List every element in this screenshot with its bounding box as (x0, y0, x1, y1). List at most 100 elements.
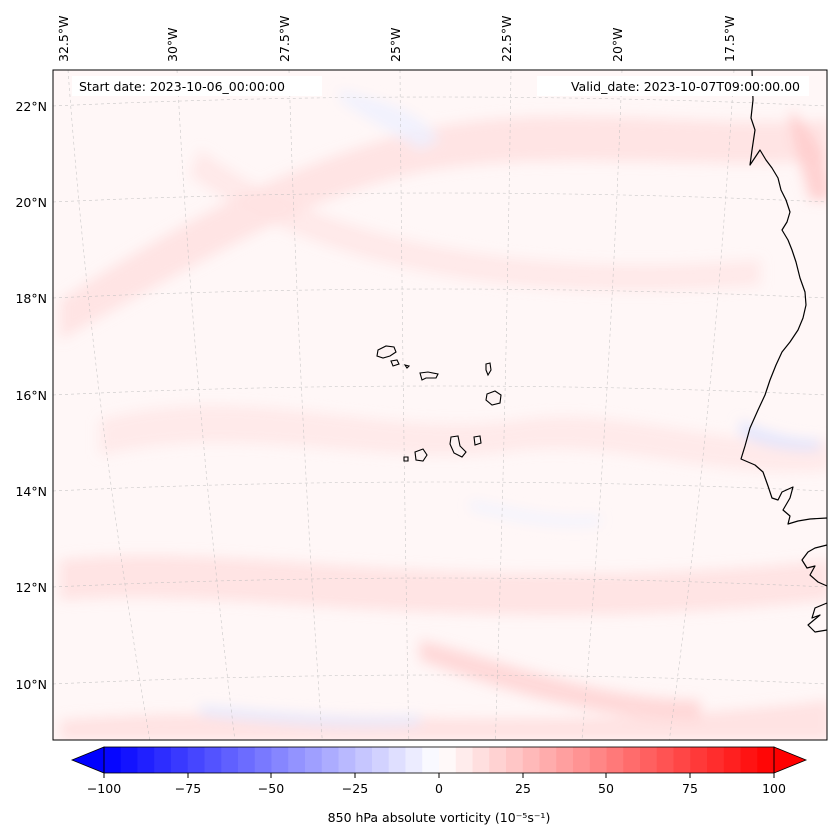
colorbar-segment (757, 747, 775, 773)
colorbar-segment (539, 747, 557, 773)
colorbar-segment (522, 747, 540, 773)
colorbar-tick-label: 75 (682, 781, 698, 796)
lat-label: 16°N (15, 388, 47, 403)
colorbar-segment (472, 747, 490, 773)
colorbar-segment (388, 747, 406, 773)
colorbar-tick-label: −100 (87, 781, 121, 796)
colorbar-segment (288, 747, 306, 773)
map-panel: Start date: 2023-10-06_00:00:00 Valid_da… (53, 70, 827, 740)
island-santa-luzia (403, 364, 411, 369)
island-sao-vicente (390, 359, 400, 367)
parallel-line (53, 385, 827, 396)
colorbar-extend-min (70, 746, 105, 774)
colorbar-segment (355, 747, 373, 773)
colorbar-segment (137, 747, 155, 773)
colorbar-segment (338, 747, 356, 773)
island-fogo (414, 448, 428, 462)
lon-label: 20°W (610, 27, 625, 62)
lon-label: 30°W (165, 27, 180, 62)
valid-date-box (537, 76, 809, 96)
colorbar-segment (221, 747, 239, 773)
colorbar-segment (489, 747, 507, 773)
colorbar-tick-label: −50 (258, 781, 284, 796)
colorbar-tick-label: 100 (762, 781, 786, 796)
parallel-line (53, 481, 827, 492)
lat-label: 12°N (15, 580, 47, 595)
meridian-line (288, 70, 323, 740)
parallel-line (53, 96, 827, 107)
colorbar-tick-labels: −100 −75 −50 −25 0 25 50 75 100 (87, 781, 786, 796)
colorbar-segment (238, 747, 256, 773)
colorbar-segment (171, 747, 189, 773)
colorbar-segment (104, 747, 122, 773)
colorbar-segment (606, 747, 624, 773)
vorticity-field (60, 90, 827, 740)
colorbar-segment (422, 747, 440, 773)
colorbar-segment (740, 747, 758, 773)
colorbar-segment (120, 747, 138, 773)
latitude-labels: 22°N 20°N 18°N 16°N 14°N 12°N 10°N (15, 99, 47, 692)
island-maio (473, 435, 482, 446)
lat-label: 10°N (15, 677, 47, 692)
start-date-label: Start date: 2023-10-06_00:00:00 (79, 79, 285, 94)
colorbar-segment (707, 747, 725, 773)
meridian-line (176, 70, 236, 740)
map-background (53, 70, 827, 740)
colorbar-segment (154, 747, 172, 773)
colorbar-label: 850 hPa absolute vorticity (10⁻⁵s⁻¹) (328, 810, 551, 825)
colorbar-segment (254, 747, 272, 773)
island-santiago (449, 435, 467, 458)
colorbar-extend-max (773, 746, 808, 774)
colorbar-segment (623, 747, 641, 773)
colorbar-segment (271, 747, 289, 773)
island-sao-nicolau (419, 371, 439, 381)
colorbar-tick-label: −25 (342, 781, 368, 796)
colorbar-segment (673, 747, 691, 773)
colorbar-segment (640, 747, 658, 773)
colorbar-segment (372, 747, 390, 773)
meridian-line (669, 70, 735, 740)
island-santo-antao (376, 345, 397, 359)
parallel-line (53, 577, 827, 588)
colorbar-segment (556, 747, 574, 773)
colorbar: −100 −75 −50 −25 0 25 50 75 100 850 hPa … (70, 746, 808, 825)
meridian-line (581, 70, 623, 740)
colorbar-segment (439, 747, 457, 773)
colorbar-segment (321, 747, 339, 773)
parallel-line (53, 192, 827, 203)
valid-date-label: Valid_date: 2023-10-07T09:00:00.00 (571, 79, 800, 94)
lon-label: 25°W (388, 27, 403, 62)
colorbar-tick-label: 25 (515, 781, 531, 796)
colorbar-tick-label: 0 (435, 781, 443, 796)
start-date-box (72, 76, 322, 96)
lon-label: 17.5°W (722, 16, 737, 62)
lat-label: 14°N (15, 484, 47, 499)
colorbar-segment (455, 747, 473, 773)
colorbar-segment (723, 747, 741, 773)
colorbar-segment (573, 747, 591, 773)
lat-label: 18°N (15, 291, 47, 306)
cape-verde-islands (376, 345, 502, 462)
lon-label: 22.5°W (499, 16, 514, 62)
colorbar-segment (187, 747, 205, 773)
lat-label: 22°N (15, 99, 47, 114)
island-sal (485, 362, 492, 377)
colorbar-segment (690, 747, 708, 773)
lon-label: 32.5°W (56, 16, 71, 62)
lat-label: 20°N (15, 195, 47, 210)
colorbar-segment (305, 747, 323, 773)
island-boa-vista (485, 390, 502, 406)
parallel-line (53, 288, 827, 299)
meridian-line (67, 70, 151, 740)
island-brava (403, 456, 409, 462)
colorbar-tick-label: 50 (598, 781, 614, 796)
africa-coastline (740, 70, 827, 633)
map-frame (52, 69, 828, 741)
graticule (53, 70, 827, 740)
lon-label: 27.5°W (277, 16, 292, 62)
colorbar-segment (204, 747, 222, 773)
colorbar-tick-label: −75 (175, 781, 201, 796)
longitude-labels: 32.5°W 30°W 27.5°W 25°W 22.5°W 20°W 17.5… (56, 16, 737, 62)
colorbar-segment (405, 747, 423, 773)
